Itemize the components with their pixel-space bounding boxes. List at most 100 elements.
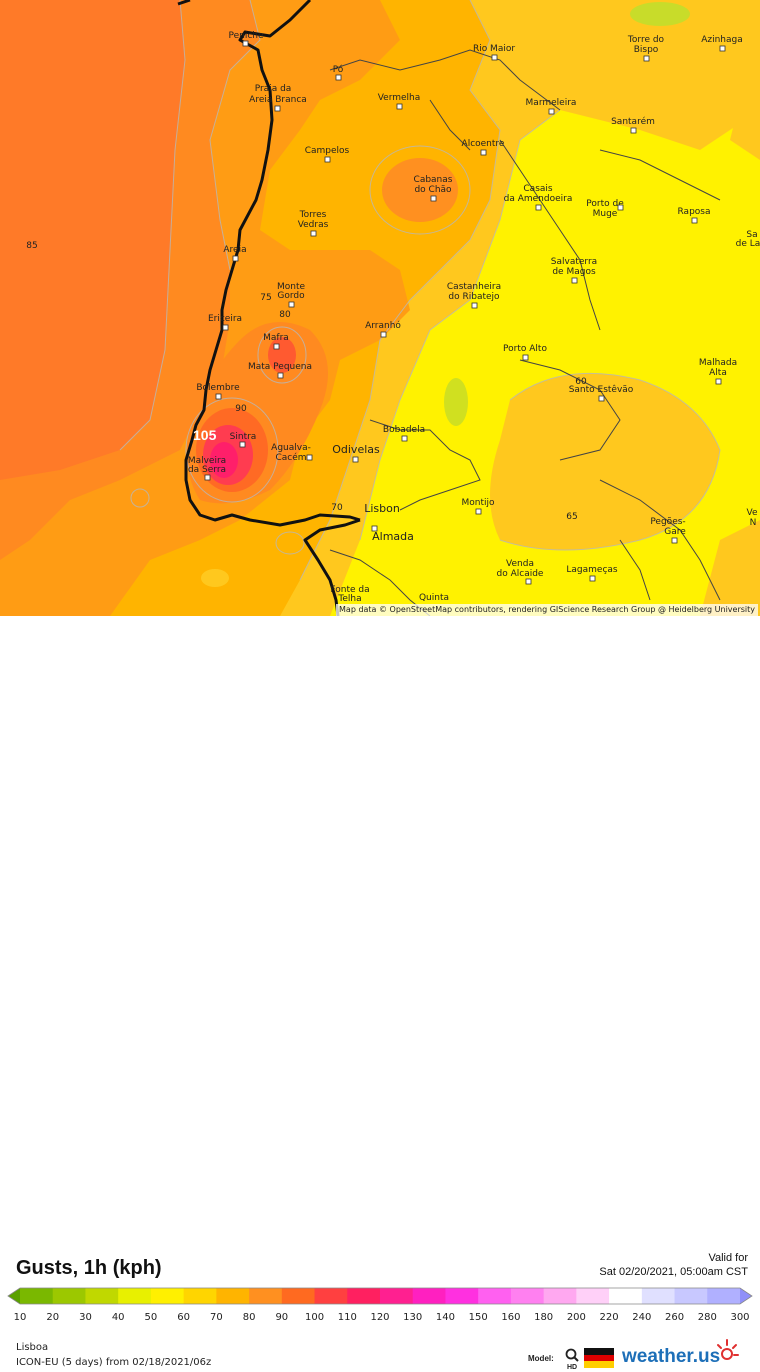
place-label: do Ribatejo: [448, 292, 500, 302]
scale-swatch: [347, 1288, 381, 1304]
map-title: Gusts, 1h (kph): [16, 1257, 162, 1279]
scale-swatch: [85, 1288, 119, 1304]
scale-tick-label: 300: [730, 1312, 749, 1323]
scale-tick-label: 50: [145, 1312, 158, 1323]
low-gust-patch-tagus: [444, 378, 468, 426]
scale-tick-label: 110: [338, 1312, 357, 1323]
color-scale: 10 20 30 40 50 60 70 80 90 100 110 120 130 140 150 160 1…: [7, 1287, 753, 1323]
scale-swatch: [183, 1288, 217, 1304]
place-label: Alta: [709, 368, 727, 378]
scale-swatch: [281, 1288, 316, 1304]
scale-swatch: [52, 1288, 86, 1304]
place-label: Torres: [299, 210, 327, 220]
scale-tick-label: 60: [177, 1312, 190, 1323]
place-label: Mata Pequena: [248, 362, 312, 372]
place-label: Azinhaga: [701, 35, 743, 45]
valid-time: Sat 02/20/2021, 05:00am CST: [599, 1266, 748, 1278]
place-label: Santo Estêvão: [569, 384, 634, 395]
place-label: Gordo: [277, 291, 305, 301]
scale-swatch: [249, 1288, 283, 1304]
place-label: Porto Alto: [503, 344, 547, 354]
legend-panel: Gusts, 1h (kph) Valid for Sat 02/20/2021…: [0, 616, 760, 1370]
place-label: Montijo: [461, 498, 495, 508]
place-label: Cabanas: [414, 175, 453, 185]
scale-tick-label: 10: [14, 1312, 27, 1323]
scale-tick-label: 120: [370, 1312, 389, 1323]
place-label: Areia: [223, 245, 246, 255]
model-label: Model:: [528, 1354, 554, 1363]
coastline: [177, 0, 361, 616]
max-gust-label: 105: [193, 427, 217, 443]
place-label: Casais: [523, 184, 553, 194]
place-label: Castanheira: [447, 282, 501, 292]
place-label: Monte: [277, 282, 306, 292]
place-label: Ve: [747, 508, 758, 518]
place-label: Salvaterra: [551, 257, 597, 267]
model-run-info: ICON-EU (5 days) from 02/18/2021/06z: [16, 1357, 212, 1368]
place-label: do Alcaide: [497, 569, 544, 579]
color-scale-ticks: 10 20 30 40 50 60 70 80 90 100 110 120 130 140 150 160 1…: [14, 1312, 750, 1323]
gust-area-65-ne: [690, 0, 760, 30]
place-label: Mafra: [263, 333, 289, 343]
place-label: Arranhó: [365, 320, 401, 331]
gust-area-65-e: [730, 90, 760, 160]
scale-swatch: [674, 1288, 708, 1304]
contour-label: 90: [235, 404, 247, 414]
brand-logo-text[interactable]: weather.us: [622, 1346, 721, 1367]
place-label: Venda: [506, 559, 534, 569]
forecast-map[interactable]: Peniche Pó Rio Maior Torre do Bispo Azin…: [0, 0, 760, 616]
color-scale-bar: [7, 1287, 753, 1305]
sun-icon: [717, 1339, 739, 1360]
scale-swatch: [314, 1288, 348, 1304]
scale-swatch: [380, 1288, 414, 1304]
scale-swatch: [576, 1288, 610, 1304]
scale-tick-label: 200: [567, 1312, 586, 1323]
scale-tick-label: 150: [469, 1312, 488, 1323]
place-label: Pegões-: [650, 517, 685, 527]
scale-swatch: [445, 1288, 479, 1304]
scale-swatch: [118, 1288, 152, 1304]
scale-tick-label: 260: [665, 1312, 684, 1323]
scale-tick-label: 40: [112, 1312, 125, 1323]
scale-swatch: [510, 1288, 545, 1304]
place-label: Telha: [337, 594, 361, 604]
place-label: do Chão: [414, 185, 452, 195]
scale-tick-label: 30: [79, 1312, 92, 1323]
place-label: Areia Branca: [249, 95, 307, 105]
scale-tick-label: 130: [403, 1312, 422, 1323]
contour-labels: 85 75 80 90 70 60 65: [26, 241, 587, 522]
place-label: Gare: [664, 527, 686, 537]
hd-label: HD: [567, 1364, 577, 1370]
scale-tick-label: 240: [632, 1312, 651, 1323]
contour-label: 70: [331, 503, 343, 513]
place-label: Sintra: [230, 432, 257, 442]
valid-label: Valid for: [708, 1252, 748, 1264]
place-label: Quinta: [419, 593, 449, 603]
scale-swatch: [609, 1288, 643, 1304]
gust-cell-sintra-105: [210, 442, 238, 478]
place-label: Muge: [593, 209, 618, 219]
place-label: Torre do: [627, 35, 665, 45]
place-label: Odivelas: [332, 443, 380, 456]
contour-label: 60: [575, 377, 587, 387]
scale-arrow-left: [8, 1288, 20, 1304]
place-label: Rio Maior: [473, 44, 515, 54]
scale-swatch: [641, 1288, 676, 1304]
place-label: de La: [736, 239, 760, 249]
location-label: Lisboa: [16, 1342, 49, 1353]
place-label: Lagameças: [566, 565, 618, 575]
place-label: Bispo: [634, 45, 659, 55]
place-label: Porto de: [586, 199, 624, 209]
place-label: Alcoentre: [462, 139, 505, 149]
place-label: N: [750, 518, 757, 528]
search-icon[interactable]: HD: [564, 1348, 580, 1370]
place-label: Almada: [372, 530, 414, 543]
scale-swatch: [707, 1288, 741, 1304]
place-label: Praia da: [255, 84, 292, 94]
scale-tick-label: 160: [501, 1312, 520, 1323]
gust-cell-cabanas: [382, 158, 458, 222]
place-labels: Peniche Pó Rio Maior Torre do Bispo Azin…: [188, 31, 760, 604]
place-label: Ericeira: [208, 314, 242, 324]
place-label: Santarém: [611, 116, 655, 127]
scale-tick-label: 220: [600, 1312, 619, 1323]
